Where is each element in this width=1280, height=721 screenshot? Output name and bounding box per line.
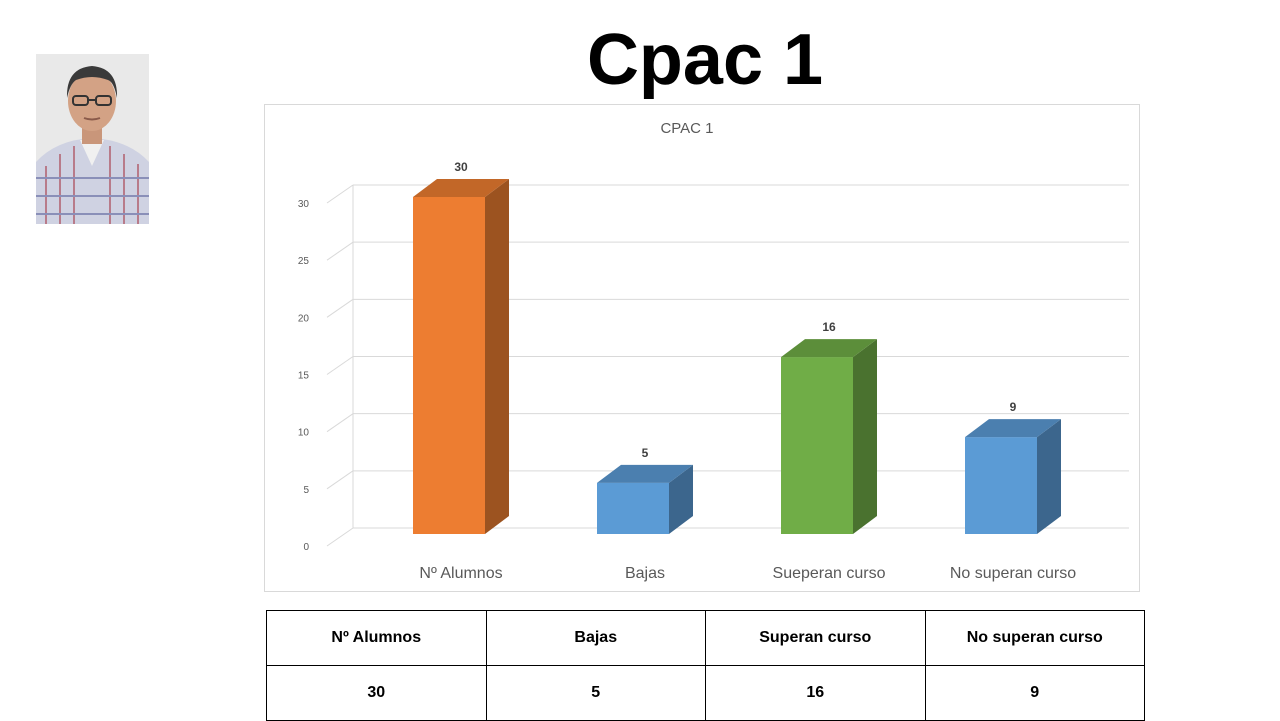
x-category-label: No superan curso (950, 565, 1076, 582)
x-category-label: Nº Alumnos (419, 565, 502, 582)
table-value-cell: 16 (705, 665, 926, 721)
slide-title: Cpac 1 (586, 20, 824, 100)
gridline-side (326, 184, 354, 204)
bar-chart: CPAC 1 0 5 10 15 20 25 30 30 5 16 9 Nº Alumnos Baj… (298, 120, 1129, 582)
table-header-row: Nº Alumnos Bajas Superan curso No supera… (266, 610, 1145, 666)
table-header-cell: No superan curso (924, 610, 1145, 666)
table-header-cell: Superan curso (705, 610, 926, 666)
gridline-side (326, 241, 354, 261)
x-category-label: Sueperan curso (773, 565, 886, 582)
chart-title: CPAC 1 (660, 120, 713, 137)
portrait-photo (36, 54, 149, 224)
table-header-cell: Nº Alumnos (266, 610, 487, 666)
bar (781, 339, 877, 534)
data-label: 16 (822, 320, 836, 334)
y-tick-label: 25 (298, 256, 310, 267)
gridline-side (326, 413, 354, 433)
gridline-side (326, 298, 354, 318)
data-label: 9 (1010, 400, 1017, 414)
data-label: 5 (642, 446, 649, 460)
table-value-cell: 30 (266, 665, 487, 721)
table-value-cell: 5 (485, 665, 706, 721)
chart-frame: CPAC 1 0 5 10 15 20 25 30 30 5 16 9 Nº Alumnos Baj… (264, 104, 1140, 592)
y-tick-label: 10 (298, 428, 310, 439)
y-tick-label: 0 (303, 542, 309, 553)
x-category-label: Bajas (625, 565, 665, 582)
table-row: 30 5 16 9 (266, 665, 1145, 721)
bar (597, 464, 693, 534)
y-tick-label: 20 (298, 313, 310, 324)
data-table: Nº Alumnos Bajas Superan curso No supera… (266, 610, 1145, 721)
bar (965, 419, 1061, 534)
y-tick-label: 5 (303, 485, 309, 496)
gridline-side (326, 470, 354, 490)
y-tick-label: 15 (298, 371, 310, 382)
table-value-cell: 9 (924, 665, 1145, 721)
gridline-side (326, 356, 354, 375)
y-tick-label: 30 (298, 199, 310, 210)
table-header-cell: Bajas (485, 610, 706, 666)
data-label: 30 (454, 160, 468, 174)
gridline-side (326, 527, 354, 547)
bar (413, 179, 509, 534)
